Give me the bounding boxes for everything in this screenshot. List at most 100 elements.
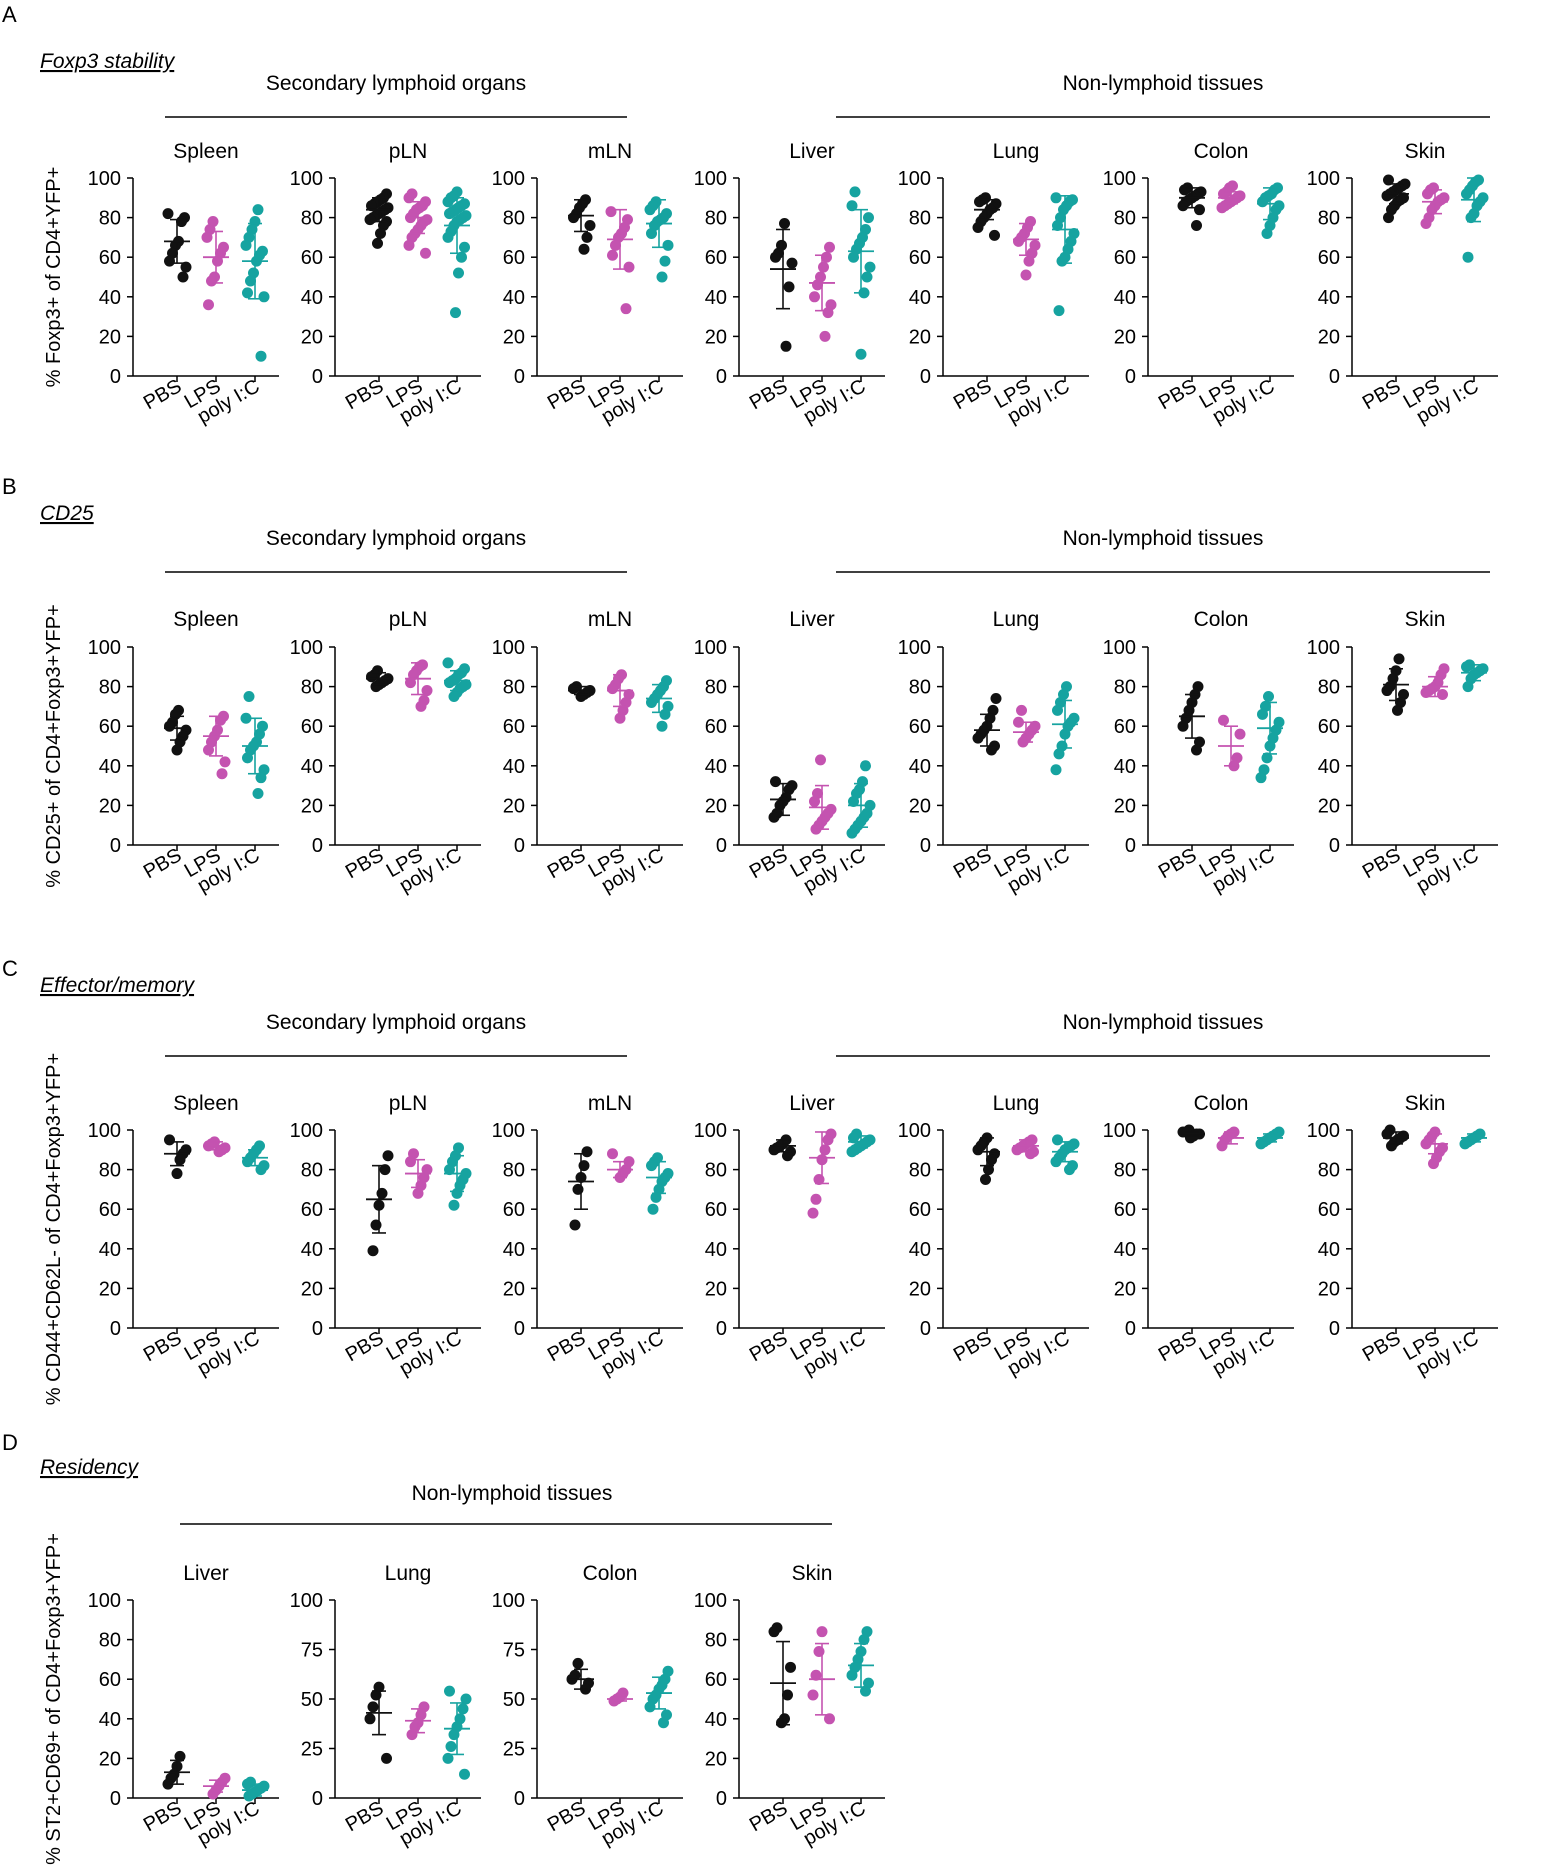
- series-lps: [807, 1626, 835, 1725]
- data-point: [1392, 704, 1403, 716]
- data-point: [810, 1193, 822, 1205]
- data-point: [406, 1729, 418, 1741]
- y-tick-label: 20: [1114, 326, 1136, 348]
- plot-title: Liver: [789, 140, 835, 163]
- data-point: [1216, 202, 1228, 214]
- series-pbs: [366, 665, 394, 693]
- y-tick-label: 0: [110, 1788, 121, 1810]
- series-poly-i-c: [242, 1140, 270, 1176]
- series-poly-i-c: [846, 1626, 874, 1697]
- group-label: Non-lymphoid tissues: [1063, 1011, 1264, 1034]
- y-tick-label: 100: [694, 168, 727, 190]
- group-label: Non-lymphoid tissues: [1063, 72, 1264, 95]
- y-tick-label: 80: [909, 1160, 931, 1182]
- y-tick-label: 0: [1329, 835, 1340, 857]
- x-tick-label: PBS: [140, 375, 186, 414]
- data-point: [364, 214, 376, 226]
- data-point: [459, 241, 470, 253]
- series-lps: [1218, 714, 1246, 772]
- y-tick-label: 100: [1307, 168, 1340, 190]
- data-point: [171, 1168, 183, 1180]
- y-tick-label: 0: [110, 1318, 121, 1340]
- data-point: [1459, 1138, 1471, 1150]
- data-point: [656, 720, 668, 732]
- data-point: [448, 1729, 460, 1741]
- series-poly-i-c: [1461, 659, 1489, 693]
- data-point: [1050, 1156, 1062, 1168]
- y-tick-label: 50: [301, 1689, 323, 1711]
- y-tick-label: 0: [716, 366, 727, 388]
- y-tick-label: 60: [99, 1199, 121, 1221]
- data-point: [855, 348, 867, 360]
- plot-title: Colon: [583, 1562, 638, 1585]
- y-tick-label: 100: [492, 168, 525, 190]
- y-tick-label: 80: [705, 1630, 727, 1652]
- data-point: [581, 1146, 593, 1158]
- data-point: [242, 752, 253, 764]
- data-point: [1050, 192, 1062, 204]
- data-point: [990, 692, 1002, 704]
- series-poly-i-c: [644, 1665, 674, 1729]
- series-lps: [1420, 663, 1450, 701]
- y-tick-label: 60: [301, 1199, 323, 1221]
- y-tick-label: 40: [1114, 1239, 1136, 1261]
- y-tick-label: 0: [514, 366, 525, 388]
- data-point: [972, 222, 984, 233]
- series-pbs: [768, 776, 798, 823]
- y-tick-label: 0: [716, 1788, 727, 1810]
- data-point: [442, 196, 454, 208]
- series-pbs: [768, 1134, 796, 1162]
- x-tick-label: PBS: [342, 844, 388, 883]
- series-pbs: [162, 1750, 190, 1790]
- data-point: [460, 1693, 472, 1705]
- data-point: [864, 261, 876, 273]
- data-point: [442, 231, 454, 243]
- data-point: [252, 788, 264, 800]
- series-poly-i-c: [644, 196, 674, 283]
- series-lps: [1216, 180, 1246, 214]
- data-point: [1053, 748, 1065, 760]
- y-tick-label: 20: [1318, 326, 1340, 348]
- data-point: [1263, 691, 1274, 702]
- y-tick-label: 60: [1318, 716, 1340, 738]
- y-tick-label: 0: [1125, 366, 1136, 388]
- data-point: [1177, 720, 1189, 732]
- plot-title: pLN: [389, 140, 428, 163]
- series-pbs: [164, 704, 192, 756]
- series-pbs: [972, 1132, 1000, 1185]
- data-point: [177, 271, 189, 283]
- data-point: [568, 212, 579, 224]
- data-point: [421, 685, 433, 697]
- data-point: [1381, 190, 1393, 202]
- x-tick-label: PBS: [342, 375, 388, 414]
- data-point: [644, 1701, 656, 1713]
- series-lps: [1011, 1134, 1039, 1160]
- data-point: [578, 243, 590, 255]
- y-tick-label: 100: [694, 1590, 727, 1612]
- x-tick-label: PBS: [1359, 1327, 1405, 1366]
- data-point: [442, 657, 454, 669]
- y-tick-label: 60: [705, 1669, 727, 1691]
- y-tick-label: 80: [705, 677, 727, 699]
- data-point: [444, 677, 455, 689]
- y-tick-label: 60: [1114, 1199, 1136, 1221]
- data-point: [605, 206, 617, 218]
- y-tick-label: 0: [312, 1318, 323, 1340]
- y-tick-label: 80: [1318, 677, 1340, 699]
- panel-title: Effector/memory: [40, 974, 196, 997]
- x-tick-label: PBS: [950, 844, 996, 883]
- data-point: [1420, 218, 1432, 230]
- data-point: [1257, 708, 1268, 720]
- data-point: [180, 261, 192, 273]
- series-poly-i-c: [240, 204, 270, 362]
- y-tick-label: 100: [1103, 168, 1136, 190]
- y-tick-label: 40: [1318, 756, 1340, 778]
- y-tick-label: 0: [716, 835, 727, 857]
- series-pbs: [1381, 174, 1411, 224]
